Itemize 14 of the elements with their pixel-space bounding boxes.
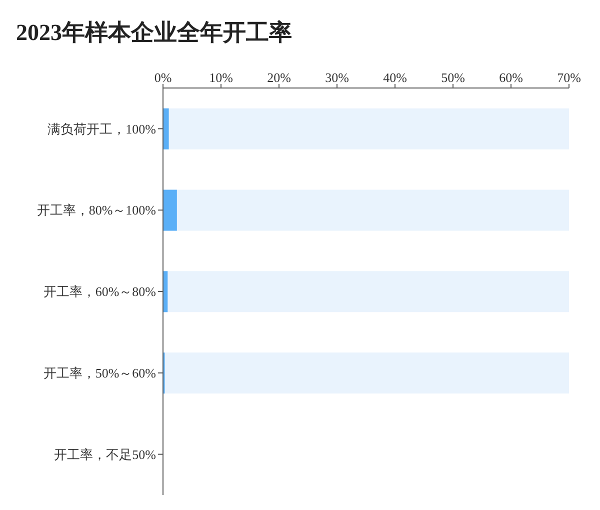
y-tick-label: 开工率，80%～100% [36,202,156,218]
y-tick-label: 开工率，不足50% [54,446,156,462]
x-tick-label: 40% [383,70,408,85]
x-tick-label: 10% [209,70,234,85]
chart-title: 2023年样本企业全年开工率 [15,19,293,47]
y-tick-label: 满负荷开工，100% [48,121,156,136]
x-tick-label: 0% [154,70,172,85]
x-tick-label: 70% [557,70,582,85]
y-tick-label: 开工率，60%～80% [43,284,156,300]
x-tick-label: 20% [267,70,292,85]
x-tick-label: 60% [499,70,524,85]
x-tick-label: 30% [325,70,350,85]
x-tick-label: 50% [441,70,466,85]
y-tick-label: 开工率，50%～60% [43,366,156,381]
